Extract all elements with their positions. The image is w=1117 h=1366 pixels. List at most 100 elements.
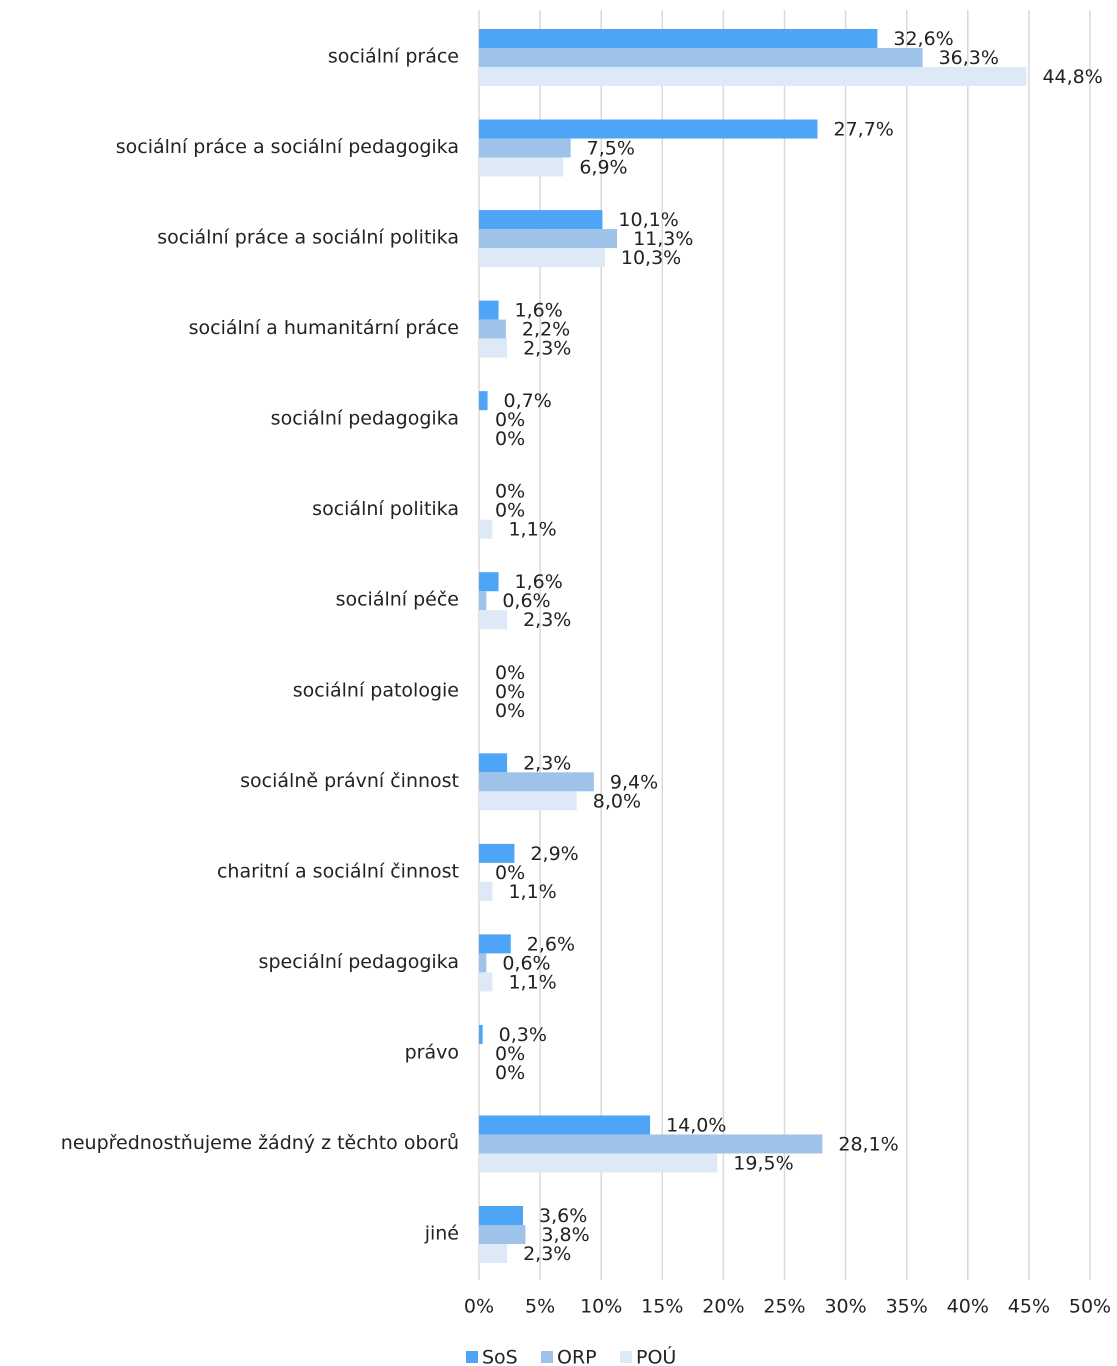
data-label: 2,2% [522, 319, 570, 341]
legend-label: ORP [557, 1347, 597, 1366]
bar [479, 300, 499, 320]
category-label: sociální politika [312, 498, 459, 520]
category-label: sociální patologie [293, 679, 459, 701]
category-label: sociálně právní činnost [240, 770, 459, 792]
category-label: právo [405, 1041, 459, 1063]
data-label: 9,4% [610, 771, 658, 793]
x-tick-label: 45% [1008, 1296, 1050, 1318]
category-label: jiné [424, 1223, 459, 1245]
bar [479, 572, 499, 592]
data-label: 0% [495, 1043, 525, 1065]
category-label: sociální práce [328, 46, 459, 68]
bar [479, 610, 508, 630]
x-tick-label: 15% [641, 1296, 683, 1318]
bar [479, 1115, 651, 1135]
bar [479, 934, 511, 954]
bar [479, 248, 605, 268]
data-label: 44,8% [1042, 66, 1102, 88]
data-label: 1,1% [508, 519, 556, 541]
bar [479, 1153, 718, 1173]
x-tick-label: 25% [763, 1296, 805, 1318]
x-tick-label: 30% [824, 1296, 866, 1318]
bar [479, 1134, 823, 1154]
category-label: sociální práce a sociální politika [157, 227, 459, 249]
bar [479, 1206, 523, 1225]
data-label: 2,6% [527, 933, 575, 955]
data-label: 28,1% [838, 1133, 898, 1155]
data-label: 6,9% [579, 157, 627, 179]
bar [479, 157, 564, 177]
data-label: 0% [495, 862, 525, 884]
data-label: 3,6% [539, 1205, 587, 1227]
bar [479, 772, 594, 792]
bar [479, 753, 508, 773]
category-label: sociální péče [336, 589, 459, 611]
x-tick-label: 10% [580, 1296, 622, 1318]
data-label: 8,0% [593, 790, 641, 812]
data-label: 0% [495, 681, 525, 703]
bar [479, 1244, 508, 1263]
data-label: 0% [495, 1062, 525, 1084]
bar [479, 791, 577, 811]
legend-label: SoS [482, 1347, 518, 1366]
bar [479, 843, 515, 863]
bar [479, 48, 923, 67]
data-label: 2,3% [523, 338, 571, 360]
data-label: 0% [495, 428, 525, 450]
data-label: 0% [495, 700, 525, 722]
bar [479, 391, 488, 411]
data-label: 0% [495, 409, 525, 431]
category-label: sociální a humanitární práce [189, 317, 459, 339]
data-label: 3,8% [541, 1224, 589, 1246]
legend-swatch [541, 1351, 553, 1363]
x-tick-label: 35% [886, 1296, 928, 1318]
x-tick-label: 5% [525, 1296, 555, 1318]
legend-label: POÚ [636, 1345, 676, 1366]
bar [479, 338, 508, 358]
bar [479, 591, 487, 611]
data-label: 2,3% [523, 1243, 571, 1265]
data-label: 0,6% [502, 590, 550, 612]
data-label: 0,7% [504, 390, 552, 412]
data-label: 14,0% [666, 1114, 726, 1136]
data-label: 32,6% [893, 28, 953, 50]
data-label: 1,1% [508, 971, 556, 993]
bar [479, 319, 506, 339]
bar [479, 972, 493, 992]
legend-swatch [620, 1351, 632, 1363]
data-label: 2,9% [530, 843, 578, 865]
data-label: 7,5% [587, 138, 635, 160]
category-label: speciální pedagogika [259, 951, 459, 973]
data-label: 11,3% [633, 228, 693, 250]
data-label: 19,5% [733, 1152, 793, 1174]
data-label: 0% [495, 481, 525, 503]
bar [479, 881, 493, 901]
category-label: neupřednostňujeme žádný z těchto oborů [61, 1132, 459, 1154]
data-label: 0,3% [499, 1024, 547, 1046]
x-tick-label: 50% [1069, 1296, 1111, 1318]
bar [479, 119, 818, 139]
bar [479, 29, 878, 48]
bar [479, 1024, 483, 1044]
data-label: 1,6% [515, 571, 563, 593]
data-label: 10,1% [618, 209, 678, 231]
data-label: 10,3% [621, 247, 681, 269]
x-tick-label: 20% [702, 1296, 744, 1318]
bar [479, 138, 571, 158]
bar [479, 519, 493, 539]
bar [479, 67, 1027, 86]
legend-swatch [466, 1351, 478, 1363]
data-label: 2,3% [523, 752, 571, 774]
category-label: charitní a sociální činnost [217, 860, 459, 882]
x-tick-label: 40% [947, 1296, 989, 1318]
data-label: 0% [495, 500, 525, 522]
data-label: 36,3% [939, 47, 999, 69]
data-label: 0,6% [502, 952, 550, 974]
data-label: 1,1% [508, 881, 556, 903]
category-label: sociální práce a sociální pedagogika [116, 136, 459, 158]
data-label: 27,7% [833, 119, 893, 141]
data-label: 2,3% [523, 609, 571, 631]
bar [479, 953, 487, 973]
data-label: 1,6% [515, 300, 563, 322]
